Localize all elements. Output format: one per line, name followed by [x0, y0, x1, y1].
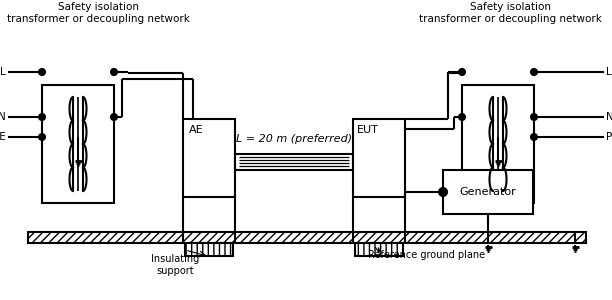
Text: Generator: Generator	[460, 187, 517, 197]
Text: N: N	[606, 112, 612, 122]
Bar	[443, 170, 533, 214]
Circle shape	[439, 188, 447, 196]
Text: PE: PE	[606, 132, 612, 142]
Circle shape	[531, 69, 537, 75]
Bar	[42, 85, 114, 203]
Circle shape	[111, 114, 117, 120]
Text: PE: PE	[0, 132, 6, 142]
Text: L: L	[606, 67, 612, 77]
Circle shape	[39, 114, 45, 120]
Bar	[185, 243, 233, 256]
Text: L = 20 m (preferred): L = 20 m (preferred)	[236, 134, 352, 144]
Bar	[28, 232, 586, 243]
Circle shape	[39, 134, 45, 140]
Circle shape	[459, 69, 465, 75]
Circle shape	[111, 69, 117, 75]
Circle shape	[459, 114, 465, 120]
Bar	[355, 243, 403, 256]
Bar	[462, 85, 534, 203]
Text: Safety isolation
transformer or decoupling network: Safety isolation transformer or decoupli…	[7, 2, 190, 24]
Bar	[235, 154, 353, 170]
Text: Safety isolation
transformer or decoupling network: Safety isolation transformer or decoupli…	[419, 2, 602, 24]
Text: L: L	[0, 67, 6, 77]
Text: Reference ground plane: Reference ground plane	[368, 250, 485, 260]
Text: Insulating
support: Insulating support	[151, 254, 199, 276]
Circle shape	[531, 114, 537, 120]
Circle shape	[39, 69, 45, 75]
Text: AE: AE	[189, 125, 204, 135]
Text: EUT: EUT	[357, 125, 379, 135]
Bar	[183, 119, 235, 197]
Bar	[353, 119, 405, 197]
Circle shape	[531, 134, 537, 140]
Text: N: N	[0, 112, 6, 122]
